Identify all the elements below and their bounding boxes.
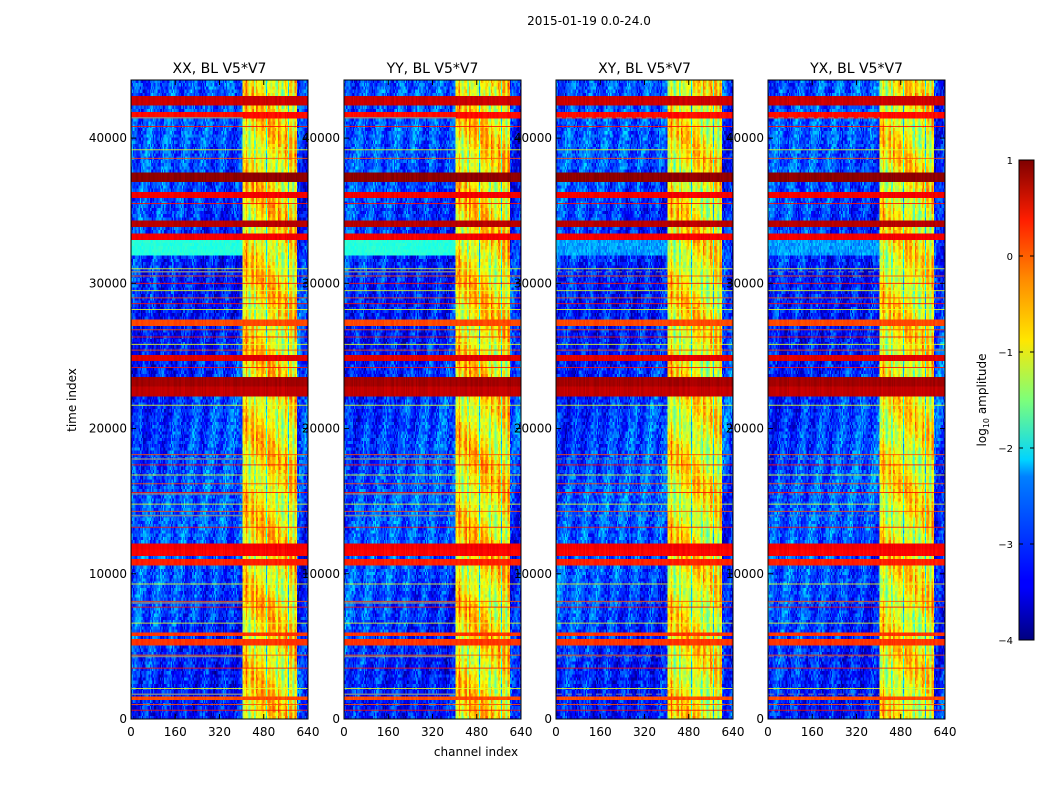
y-tick-label: 30000 [514,276,552,290]
colorbar-tick-label: 0 [1007,252,1013,263]
colorbar-tick-label: −3 [998,540,1013,551]
x-tick-label: 0 [127,725,135,739]
x-tick-label: 320 [208,725,231,739]
x-tick-label: 480 [889,725,912,739]
y-tick-label: 10000 [89,567,127,581]
y-tick-label: 20000 [89,422,127,436]
x-tick-label: 160 [377,725,400,739]
panel-yy: YY, BL V5*V7 0 160 320 480 640 0 10000 20000 3000… [302,61,533,739]
heatmap-xy [556,80,733,719]
y-tick-label: 40000 [302,131,340,145]
x-tick-label: 320 [845,725,868,739]
y-tick-label: 30000 [726,276,764,290]
y-axis-label: time index [65,368,79,432]
y-tick-label: 40000 [514,131,552,145]
panel-title: YY, BL V5*V7 [386,61,479,77]
x-tick-label: 640 [722,725,745,739]
x-tick-label: 640 [510,725,533,739]
y-tick-label: 30000 [89,276,127,290]
x-tick-label: 160 [589,725,612,739]
panel-xy: XY, BL V5*V7 0 160 320 480 640 0 10000 20000 3000… [514,61,745,739]
panel-title: YX, BL V5*V7 [809,61,903,77]
panels: XX, BL V5*V7 0 160 320 480 640 0 10000 20000 3000… [89,61,957,739]
y-tick-label: 30000 [302,276,340,290]
x-tick-label: 0 [340,725,348,739]
panel-title: XY, BL V5*V7 [598,61,691,77]
colorbar-tick-label: −4 [998,636,1013,647]
y-tick-label: 20000 [726,422,764,436]
y-tick-label: 0 [756,712,764,726]
colorbar-tick-label: −1 [998,348,1013,359]
colorbar-label-rest: amplitude [975,354,989,418]
x-tick-label: 320 [421,725,444,739]
panel-xx: XX, BL V5*V7 0 160 320 480 640 0 10000 20000 3000… [89,61,320,739]
y-tick-label: 0 [332,712,340,726]
colorbar-ticks: 1 0 −1 −2 −3 −4 [998,156,1034,647]
x-tick-label: 0 [764,725,772,739]
heatmap-yx [768,80,945,719]
y-tick-label: 10000 [514,567,552,581]
panel-yx: YX, BL V5*V7 0 160 320 480 640 0 10000 20000 3000… [726,61,957,739]
y-tick-label: 10000 [302,567,340,581]
heatmap-yy [344,80,521,719]
y-tick-label: 20000 [514,422,552,436]
y-tick-label: 0 [544,712,552,726]
colorbar-label-main: log [975,428,989,446]
y-tick-label: 10000 [726,567,764,581]
figure-suptitle: 2015-01-19 0.0-24.0 [527,14,651,28]
x-tick-label: 160 [164,725,187,739]
x-tick-label: 0 [552,725,560,739]
x-tick-label: 640 [934,725,957,739]
x-tick-label: 320 [633,725,656,739]
colorbar-label-sub: 10 [982,418,991,428]
x-tick-label: 480 [465,725,488,739]
x-tick-label: 480 [677,725,700,739]
heatmap-xx [131,80,308,719]
x-axis-label: channel index [434,745,518,759]
y-tick-label: 0 [119,712,127,726]
panel-title: XX, BL V5*V7 [173,61,267,77]
colorbar-tick-label: 1 [1007,156,1013,167]
colorbar-tick-label: −2 [998,444,1013,455]
x-tick-label: 160 [801,725,824,739]
colorbar-label: log10 amplitude [975,354,991,447]
colorbar-gradient [1018,159,1035,641]
y-tick-label: 40000 [89,131,127,145]
y-tick-label: 20000 [302,422,340,436]
y-tick-label: 40000 [726,131,764,145]
x-tick-label: 480 [252,725,275,739]
colorbar: 10−1−2−3−4 log10 amplitude [975,156,1035,647]
x-tick-label: 640 [297,725,320,739]
